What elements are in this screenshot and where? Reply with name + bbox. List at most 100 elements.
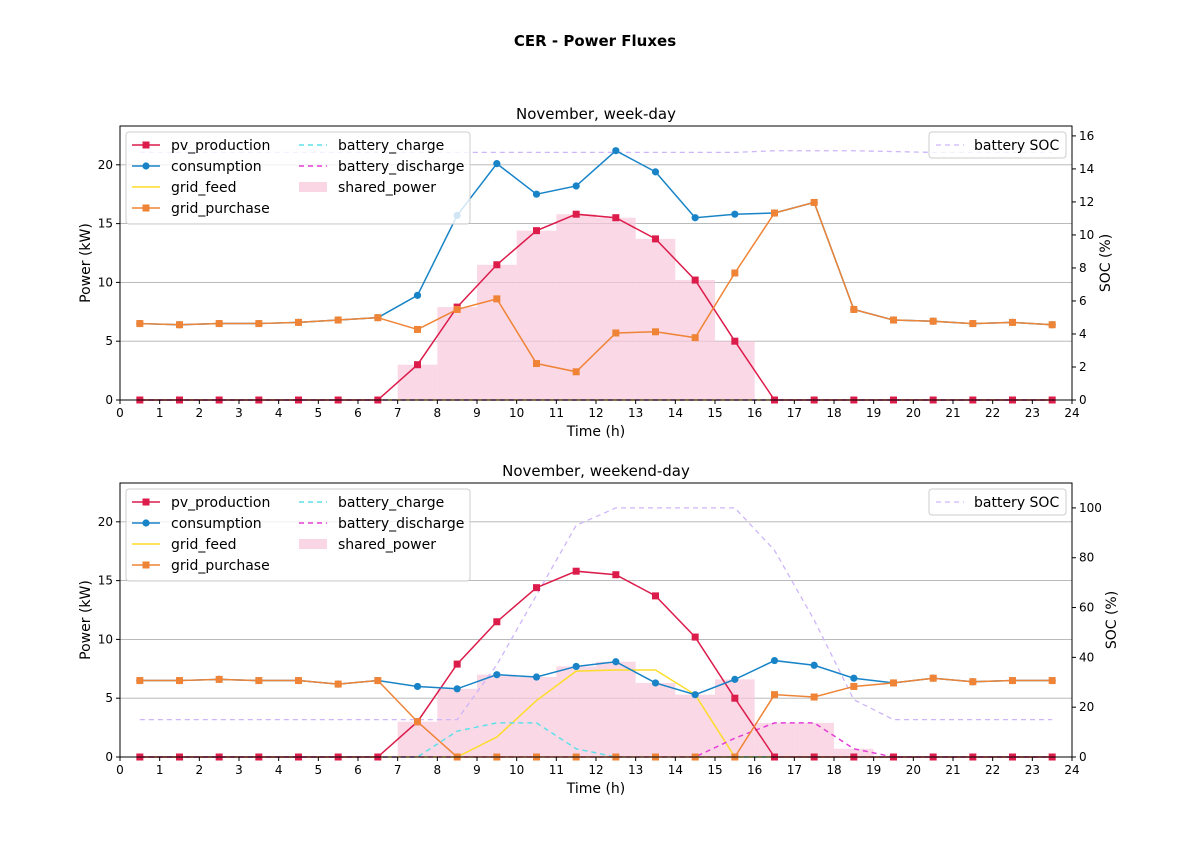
x-tick-label: 5: [315, 763, 323, 777]
consumption-point: [454, 685, 461, 692]
shared-power-bar: [715, 341, 755, 400]
consumption-point: [573, 182, 580, 189]
x-tick-label: 2: [196, 763, 204, 777]
x-tick-label: 11: [549, 406, 564, 420]
y-right-tick-label: 16: [1079, 129, 1094, 143]
pv-production-point: [692, 277, 699, 284]
legend-marker: [143, 562, 150, 569]
y-right-tick-label: 2: [1079, 360, 1087, 374]
grid-purchase-point: [930, 318, 937, 325]
pv-production-point: [692, 634, 699, 641]
legend-right: battery SOC: [929, 132, 1066, 158]
consumption-point: [652, 679, 659, 686]
y-right-tick-label: 80: [1079, 551, 1094, 565]
y-right-axis-label: SOC (%): [1104, 591, 1120, 649]
x-tick-label: 19: [866, 763, 881, 777]
y-right-tick-label: 0: [1079, 750, 1087, 764]
grid-purchase-point: [850, 683, 857, 690]
x-tick-label: 24: [1064, 763, 1079, 777]
y-axis-label: Power (kW): [78, 223, 94, 303]
grid-purchase-point: [612, 329, 619, 336]
y-right-tick-label: 100: [1079, 501, 1102, 515]
shared-power-bar: [755, 723, 795, 757]
x-tick-label: 22: [985, 406, 1000, 420]
grid-purchase-point: [176, 321, 183, 328]
x-tick-label: 18: [826, 406, 841, 420]
consumption-point: [731, 211, 738, 218]
y-right-axis-label: SOC (%): [1098, 234, 1114, 292]
x-tick-label: 2: [196, 406, 204, 420]
grid-purchase-point: [374, 677, 381, 684]
x-tick-label: 20: [906, 763, 921, 777]
grid-purchase-point: [692, 334, 699, 341]
grid-purchase-point: [1049, 677, 1056, 684]
pv-production-point: [652, 592, 659, 599]
grid-purchase-point: [771, 210, 778, 217]
consumption-point: [573, 663, 580, 670]
grid-purchase-point: [1009, 319, 1016, 326]
pv-production-point: [493, 618, 500, 625]
x-tick-label: 7: [394, 406, 402, 420]
legend-label: grid_feed: [171, 180, 236, 196]
pv-production-point: [731, 695, 738, 702]
shared-power-bar: [477, 265, 517, 400]
chart-panel-1: 0 1 2 3 4 5 6 7 8 9 10 11 12 13 14 15 16 17 18 19 20 21 22 23 24…: [78, 105, 1114, 440]
grid-purchase-point: [295, 319, 302, 326]
x-tick-label: 8: [434, 406, 442, 420]
x-tick-label: 21: [945, 406, 960, 420]
consumption-point: [771, 657, 778, 664]
x-tick-label: 24: [1064, 406, 1079, 420]
legend-swatch: [299, 182, 327, 192]
x-tick-label: 0: [116, 763, 124, 777]
y-right-tick-label: 6: [1079, 294, 1087, 308]
consumption-point: [692, 214, 699, 221]
legend-label: battery SOC: [974, 138, 1059, 154]
shared-power-bar: [794, 723, 834, 757]
grid-purchase-point: [573, 368, 580, 375]
x-tick-label: 14: [668, 763, 683, 777]
y-right-tick-label: 60: [1079, 601, 1094, 615]
consumption-point: [850, 675, 857, 682]
pv-production-point: [612, 214, 619, 221]
grid-purchase-point: [216, 320, 223, 327]
legend-label: shared_power: [338, 180, 436, 196]
y-right-tick-label: 10: [1079, 228, 1094, 242]
consumption-point: [612, 147, 619, 154]
chart-title: November, weekend-day: [502, 462, 690, 480]
consumption-point: [692, 691, 699, 698]
y-right-tick-label: 0: [1079, 393, 1087, 407]
shared-power-bar: [596, 218, 636, 400]
legend-marker: [143, 142, 150, 149]
y-tick-label: 0: [105, 750, 113, 764]
legend-marker: [143, 499, 150, 506]
pv-production-point: [573, 211, 580, 218]
pv-production-point: [573, 568, 580, 575]
x-tick-label: 23: [1025, 763, 1040, 777]
grid-purchase-point: [374, 314, 381, 321]
y-right-tick-label: 8: [1079, 261, 1087, 275]
consumption-point: [533, 191, 540, 198]
x-tick-label: 9: [473, 763, 481, 777]
y-tick-label: 20: [98, 158, 113, 172]
legend-label: battery_discharge: [338, 159, 464, 175]
legend-right: battery SOC: [929, 489, 1066, 515]
y-tick-label: 0: [105, 393, 113, 407]
x-tick-label: 15: [707, 406, 722, 420]
x-tick-label: 4: [275, 406, 283, 420]
x-tick-label: 13: [628, 406, 643, 420]
x-tick-label: 5: [315, 406, 323, 420]
y-tick-label: 15: [98, 574, 113, 588]
consumption-point: [533, 673, 540, 680]
pv-production-point: [731, 338, 738, 345]
consumption-point: [493, 160, 500, 167]
y-right-tick-label: 14: [1079, 162, 1094, 176]
shared-power-bar: [675, 695, 715, 757]
grid-purchase-point: [969, 320, 976, 327]
grid-purchase-point: [176, 677, 183, 684]
figure-title: CER - Power Fluxes: [514, 32, 676, 50]
x-tick-label: 21: [945, 763, 960, 777]
legend-label: grid_feed: [171, 537, 236, 553]
x-tick-label: 17: [787, 406, 802, 420]
x-tick-label: 14: [668, 406, 683, 420]
